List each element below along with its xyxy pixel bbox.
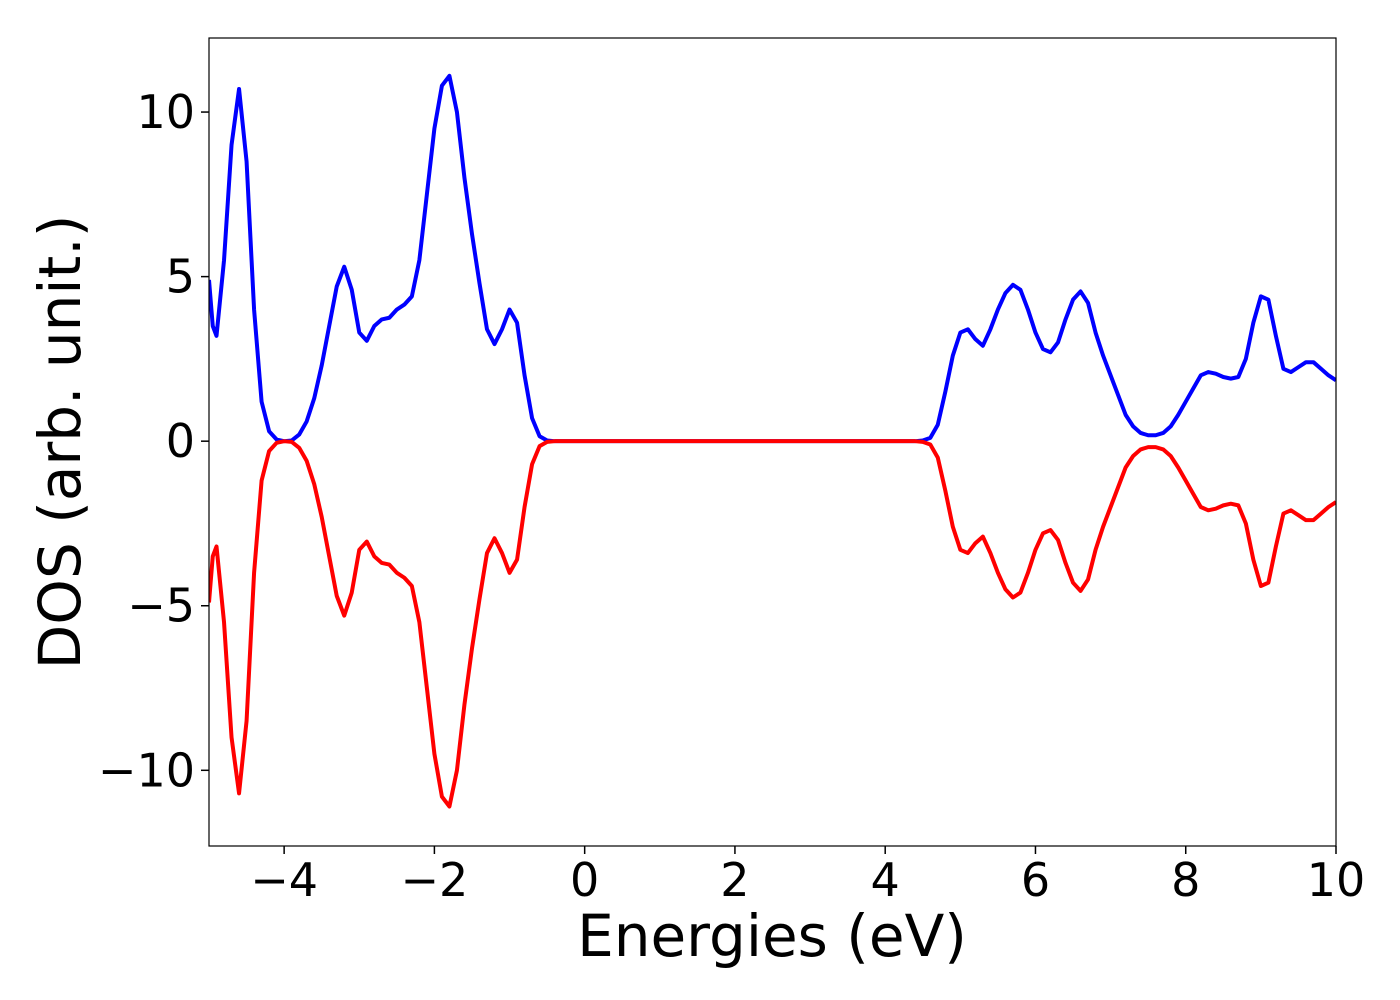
x-tick-label: −4 [250, 853, 318, 907]
y-tick-label: −5 [127, 579, 195, 633]
plot-frame [208, 37, 1337, 847]
y-axis-label: DOS (arb. unit.) [26, 215, 94, 670]
x-tick-label: 6 [1021, 853, 1050, 907]
y-tick-label: 10 [136, 85, 195, 139]
x-axis-label: Energies (eV) [577, 902, 967, 970]
plot-area [209, 73, 1336, 809]
y-tick-label: −10 [98, 743, 195, 797]
dos-line [209, 439, 1336, 809]
y-tick-label: 5 [166, 250, 195, 304]
x-tick-label: 10 [1307, 853, 1366, 907]
x-tick-label: −2 [400, 853, 468, 907]
x-tick-label: 4 [871, 853, 900, 907]
dos-line [209, 73, 1336, 444]
y-tick-label: 0 [166, 414, 195, 468]
x-tick-label: 0 [570, 853, 599, 907]
x-tick-label: 8 [1171, 853, 1200, 907]
x-tick-label: 2 [720, 853, 749, 907]
